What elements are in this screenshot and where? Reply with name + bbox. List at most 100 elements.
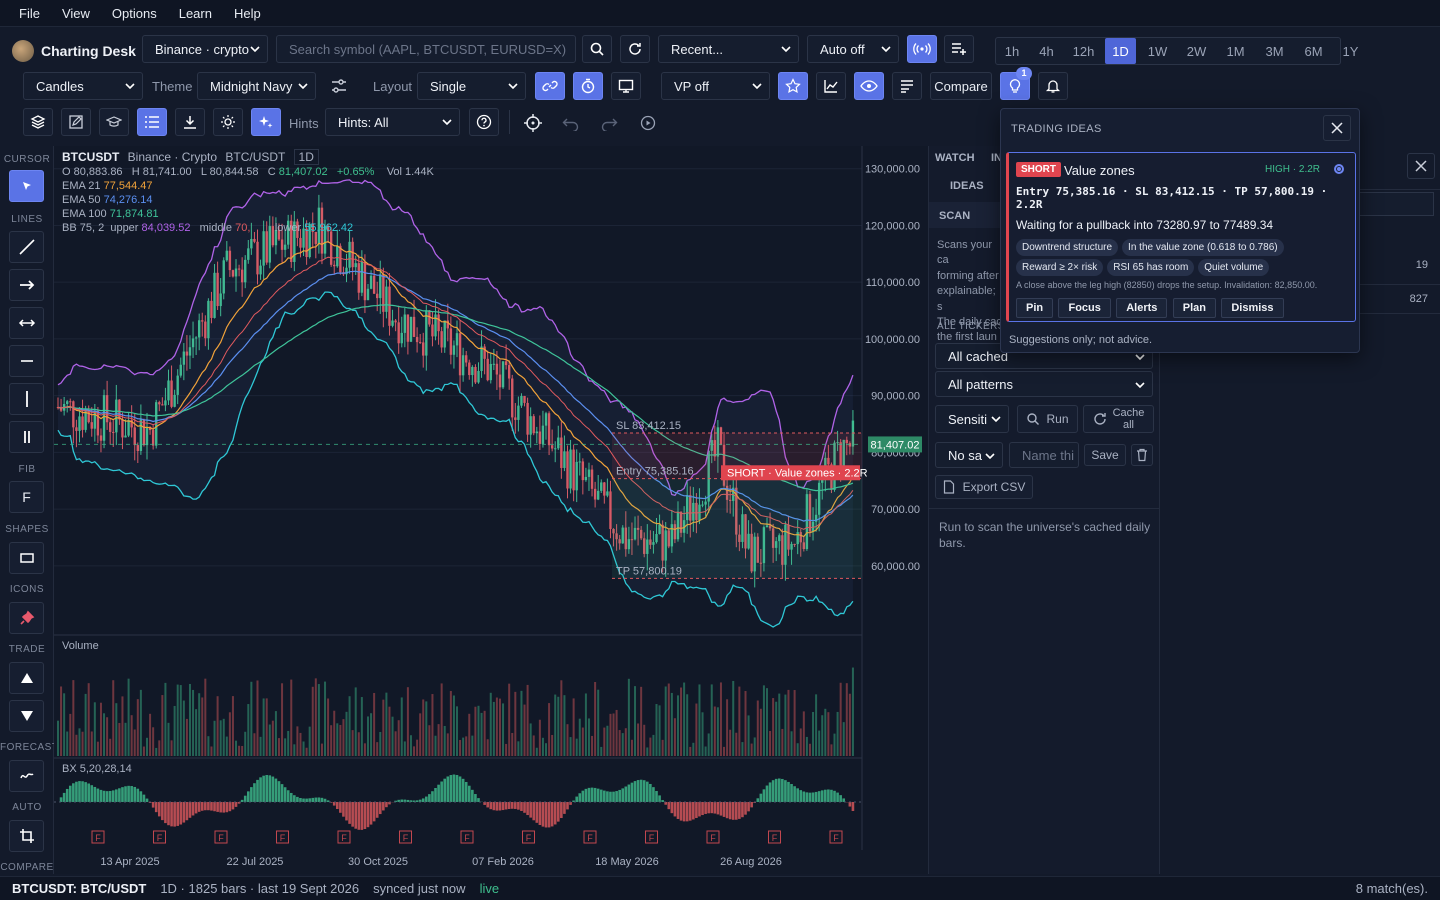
focus-button[interactable]: Focus: [1058, 298, 1111, 318]
broadcast-toggle[interactable]: [907, 35, 937, 63]
parallel-channel-tool[interactable]: [9, 421, 44, 453]
menu-view[interactable]: View: [61, 5, 90, 21]
timeframe-1Y[interactable]: 1Y: [1342, 43, 1359, 59]
tab-scan[interactable]: SCAN: [939, 210, 971, 222]
menu-learn[interactable]: Learn: [178, 5, 212, 21]
fib-marker-label: F: [587, 833, 593, 843]
timeframe-4h[interactable]: 4h: [1039, 43, 1054, 59]
chart-style-select[interactable]: Candles: [23, 72, 143, 100]
vertical-line-tool[interactable]: [9, 383, 44, 415]
oscillator-bar: [200, 802, 204, 811]
alerts-action-button[interactable]: Alerts: [1116, 298, 1168, 318]
sliders-icon[interactable]: [330, 78, 348, 97]
oscillator-bar: [621, 788, 625, 802]
timeframe-12h[interactable]: 12h: [1072, 43, 1095, 59]
favorite-toggle[interactable]: [778, 72, 808, 100]
timeframe-3M[interactable]: 3M: [1265, 43, 1284, 59]
run-scan-button[interactable]: Run: [1017, 405, 1078, 433]
timer-toggle[interactable]: [573, 72, 603, 100]
visibility-toggle[interactable]: [854, 72, 884, 100]
tab-watch[interactable]: WATCH: [935, 152, 975, 164]
learn-button[interactable]: [99, 108, 129, 136]
auto-select[interactable]: Auto off: [807, 35, 899, 63]
scan-name-input[interactable]: Name thi: [1009, 442, 1079, 468]
timeframe-1M[interactable]: 1M: [1226, 43, 1245, 59]
candle-body: [391, 320, 394, 326]
menu-help[interactable]: Help: [233, 5, 261, 21]
layers-button[interactable]: [23, 108, 53, 136]
help-button[interactable]: [469, 108, 499, 136]
brightness-button[interactable]: [213, 108, 243, 136]
timeframe-2W[interactable]: 2W: [1186, 43, 1207, 59]
candle-body: [618, 539, 621, 544]
replay-icon[interactable]: [639, 114, 657, 135]
hints-select[interactable]: Hints: All: [325, 108, 460, 136]
dismiss-button[interactable]: Dismiss: [1221, 298, 1284, 318]
refresh-button[interactable]: [620, 35, 650, 63]
search-button[interactable]: [582, 35, 612, 63]
idea-card[interactable]: SHORT Value zones HIGH · 2.2R Entry 75,3…: [1006, 152, 1356, 322]
volume-bar: [815, 694, 818, 756]
timeframe-1W[interactable]: 1W: [1147, 43, 1168, 59]
oscillator-bar: [603, 790, 606, 802]
long-position-tool[interactable]: [9, 662, 44, 694]
menu-file[interactable]: File: [19, 5, 40, 21]
notes-button[interactable]: [61, 108, 91, 136]
price-chart-svg[interactable]: 130,000.00 120,000.00 110,000.00 100,000.00…: [54, 146, 928, 874]
symbol-search-input[interactable]: Search symbol (AAPL, BTCUSDT, EURUSD=X): [276, 35, 576, 63]
compare-button[interactable]: Compare: [930, 72, 992, 100]
idea-radio[interactable]: [1334, 164, 1344, 174]
timeframe-6M[interactable]: 6M: [1304, 43, 1323, 59]
forecast-tool[interactable]: [9, 760, 44, 792]
fib-tool[interactable]: F: [9, 481, 44, 513]
watchlist-add-button[interactable]: [944, 35, 974, 63]
detail-close-button[interactable]: [1407, 153, 1435, 179]
menu-options[interactable]: Options: [111, 5, 157, 21]
layout-select[interactable]: Single: [417, 72, 526, 100]
candle-body: [511, 378, 514, 418]
alerts-button[interactable]: [1038, 72, 1068, 100]
chart-area[interactable]: 130,000.00 120,000.00 110,000.00 100,000.00…: [54, 146, 928, 874]
popup-close-button[interactable]: [1323, 115, 1351, 141]
volume-bar: [762, 685, 765, 756]
rectangle-tool[interactable]: [9, 542, 44, 574]
templates-button[interactable]: [892, 72, 922, 100]
crop-tool[interactable]: [9, 820, 44, 852]
cursor-tool[interactable]: [9, 170, 44, 202]
candle-body: [173, 394, 176, 407]
theme-select[interactable]: Midnight Navy: [197, 72, 316, 100]
cache-all-button[interactable]: Cache all: [1083, 405, 1154, 433]
link-toggle[interactable]: [535, 72, 565, 100]
volume-profile-select[interactable]: VP off: [661, 72, 770, 100]
tab-in[interactable]: IN: [991, 152, 1002, 164]
delete-scan-button[interactable]: [1131, 444, 1153, 466]
pin-tool[interactable]: [9, 602, 44, 634]
redo-icon[interactable]: [600, 115, 618, 134]
trendline-tool[interactable]: [9, 231, 44, 263]
list-view-toggle[interactable]: [137, 108, 167, 136]
timeframe-1D[interactable]: 1D: [1105, 38, 1136, 64]
fib-marker-label: F: [218, 833, 224, 843]
crosshair-icon[interactable]: [523, 113, 543, 136]
tab-ideas[interactable]: IDEAS: [950, 180, 984, 192]
short-position-tool[interactable]: [9, 700, 44, 732]
ray-tool[interactable]: [9, 269, 44, 301]
indicators-button[interactable]: [816, 72, 846, 100]
timeframe-1h[interactable]: 1h: [1004, 43, 1020, 59]
detail-filter-input[interactable]: [1350, 192, 1434, 216]
display-button[interactable]: [611, 72, 641, 100]
sensitivity-select[interactable]: Sensiti: [935, 405, 1009, 433]
hints-toggle[interactable]: [251, 108, 281, 136]
horizontal-line-tool[interactable]: [9, 345, 44, 377]
patterns-select[interactable]: All patterns: [935, 371, 1153, 397]
recent-select[interactable]: Recent...: [658, 35, 799, 63]
download-button[interactable]: [175, 108, 205, 136]
plan-button[interactable]: Plan: [1172, 298, 1216, 318]
exchange-select[interactable]: Binance · crypto: [142, 35, 268, 63]
save-scan-button[interactable]: Save: [1084, 444, 1126, 466]
extended-line-tool[interactable]: [9, 307, 44, 339]
undo-icon[interactable]: [562, 115, 580, 134]
saved-scans-select[interactable]: No sa: [935, 442, 1003, 468]
pin-button[interactable]: Pin: [1016, 298, 1054, 318]
export-csv-button[interactable]: Export CSV: [935, 475, 1033, 499]
